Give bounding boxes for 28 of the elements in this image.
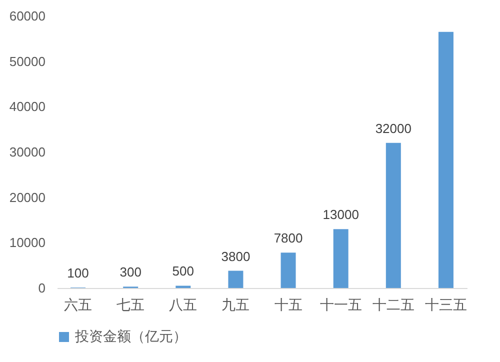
text: 13000 bbox=[322, 207, 359, 222]
bar bbox=[438, 32, 454, 288]
bar bbox=[280, 252, 296, 288]
x-tick-label: 七五 bbox=[116, 296, 145, 312]
bar bbox=[228, 270, 244, 288]
text: 100 bbox=[67, 266, 89, 281]
bar bbox=[333, 229, 348, 288]
x-tick-label: 八五 bbox=[169, 296, 198, 312]
x-tick-label: 十一五 bbox=[320, 296, 362, 312]
y-tick-label: 60000 bbox=[9, 8, 46, 24]
bar bbox=[386, 142, 401, 288]
x-tick-label: 九五 bbox=[222, 296, 250, 312]
y-tick-label: 30000 bbox=[9, 144, 46, 160]
y-tick-label: 20000 bbox=[9, 190, 46, 205]
x-tick-label: 十三五 bbox=[424, 296, 467, 312]
y-tick-label: 40000 bbox=[9, 99, 46, 114]
y-tick-label: 50000 bbox=[9, 54, 46, 69]
text: 500 bbox=[172, 264, 194, 279]
y-tick-label: 10000 bbox=[9, 235, 46, 250]
x-tick-label: 十五 bbox=[274, 296, 302, 312]
y-tick-label: 0 bbox=[38, 280, 46, 296]
text: 3800 bbox=[221, 248, 250, 264]
x-tick-label: 十二五 bbox=[372, 296, 414, 312]
text: 32000 bbox=[375, 120, 412, 136]
text: 300 bbox=[120, 264, 142, 280]
text: 7800 bbox=[274, 230, 303, 246]
legend-label: 投资金额（亿元） bbox=[74, 328, 187, 344]
x-tick-label: 六五 bbox=[64, 296, 92, 312]
